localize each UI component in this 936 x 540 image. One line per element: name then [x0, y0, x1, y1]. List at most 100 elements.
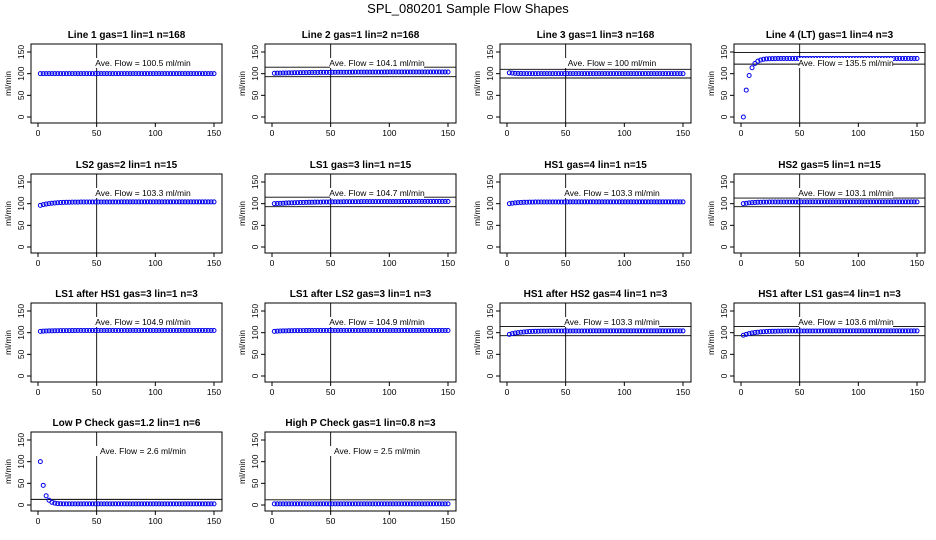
- x-tick-label: 150: [207, 128, 221, 138]
- data-point: [58, 200, 64, 206]
- data-point: [593, 71, 599, 77]
- data-point: [631, 328, 637, 334]
- data-point: [107, 71, 113, 77]
- y-tick-label: 0: [250, 373, 260, 378]
- y-tick-label: 100: [250, 325, 260, 339]
- data-point: [370, 69, 376, 75]
- y-axis-label: ml/min: [237, 201, 247, 226]
- data-point: [402, 199, 408, 205]
- data-point: [75, 71, 81, 77]
- data-point: [743, 200, 749, 206]
- y-tick-label: 100: [250, 196, 260, 210]
- data-point: [66, 501, 72, 507]
- data-point: [194, 501, 200, 507]
- x-tick-label: 50: [92, 258, 102, 268]
- data-point: [144, 328, 150, 334]
- data-point: [387, 501, 393, 507]
- data-point: [58, 328, 64, 334]
- data-point: [611, 71, 617, 77]
- data-point: [376, 69, 382, 75]
- y-tick-label: 100: [16, 325, 26, 339]
- data-point: [671, 328, 677, 334]
- data-point: [611, 328, 617, 334]
- annotation-bg: [565, 188, 659, 198]
- data-point: [306, 70, 312, 76]
- data-point: [349, 328, 355, 334]
- panel-title: High P Check gas=1 lin=0.8 n=3: [285, 418, 436, 429]
- data-point: [666, 328, 672, 334]
- data-point: [393, 69, 399, 75]
- panel-title: LS1 after HS1 gas=3 lin=1 n=3: [55, 289, 198, 300]
- data-point: [442, 199, 448, 205]
- data-point: [378, 501, 384, 507]
- annotation-bg: [799, 58, 893, 68]
- data-point: [130, 328, 136, 334]
- data-point: [139, 71, 145, 77]
- data-point: [439, 199, 445, 205]
- data-point: [839, 199, 845, 205]
- data-point: [582, 71, 588, 77]
- data-point: [113, 501, 119, 507]
- data-point: [616, 328, 622, 334]
- data-point: [873, 328, 879, 334]
- data-point: [512, 70, 518, 76]
- data-point: [836, 199, 842, 205]
- data-point: [78, 328, 84, 334]
- data-point: [373, 501, 379, 507]
- ave-flow-annotation: Ave. Flow = 2.5 ml/min: [334, 446, 420, 456]
- data-point: [37, 459, 43, 465]
- y-tick-label: 50: [250, 220, 260, 230]
- data-point: [885, 199, 891, 205]
- y-tick-label: 150: [250, 304, 260, 318]
- data-point: [813, 328, 819, 334]
- y-tick-label: 50: [485, 90, 495, 100]
- data-point: [63, 199, 69, 205]
- data-point: [628, 199, 634, 205]
- data-point: [150, 71, 156, 77]
- plot-frame: [264, 431, 457, 512]
- data-point: [118, 501, 124, 507]
- data-point: [271, 501, 277, 507]
- data-point: [428, 69, 434, 75]
- data-point: [608, 199, 614, 205]
- data-point: [853, 328, 859, 334]
- data-point: [341, 69, 347, 75]
- data-point: [92, 71, 98, 77]
- data-point: [352, 69, 358, 75]
- data-point: [124, 199, 130, 205]
- data-point: [416, 501, 422, 507]
- plot-frame: [30, 173, 223, 254]
- data-point: [660, 71, 666, 77]
- y-tick-label: 50: [16, 349, 26, 359]
- data-point: [882, 199, 888, 205]
- data-point: [355, 199, 361, 205]
- data-point: [755, 199, 761, 205]
- data-point: [387, 69, 393, 75]
- data-point: [84, 328, 90, 334]
- data-point: [165, 501, 171, 507]
- chart-panel: HS1 gas=4 lin=1 n=15 0 50 100 150 0 50 100 150 ml…: [472, 160, 692, 268]
- data-point: [871, 199, 877, 205]
- data-point: [55, 200, 61, 206]
- data-point: [654, 199, 660, 205]
- data-point: [364, 199, 370, 205]
- data-point: [419, 328, 425, 333]
- data-point: [208, 501, 214, 507]
- y-axis-label: ml/min: [237, 71, 247, 96]
- data-point: [631, 71, 637, 77]
- data-point: [570, 71, 576, 77]
- data-point: [425, 501, 431, 507]
- ave-flow-annotation: Ave. Flow = 103.3 ml/min: [564, 188, 660, 198]
- data-point: [52, 500, 58, 506]
- data-point: [194, 199, 200, 205]
- x-tick-label: 0: [739, 387, 744, 397]
- page-title: SPL_080201 Sample Flow Shapes: [367, 1, 569, 16]
- data-point: [37, 202, 43, 208]
- data-point: [792, 56, 798, 62]
- data-point: [271, 70, 277, 76]
- data-point: [524, 199, 530, 205]
- data-point: [781, 56, 787, 62]
- data-point: [72, 199, 78, 205]
- data-point: [165, 71, 171, 77]
